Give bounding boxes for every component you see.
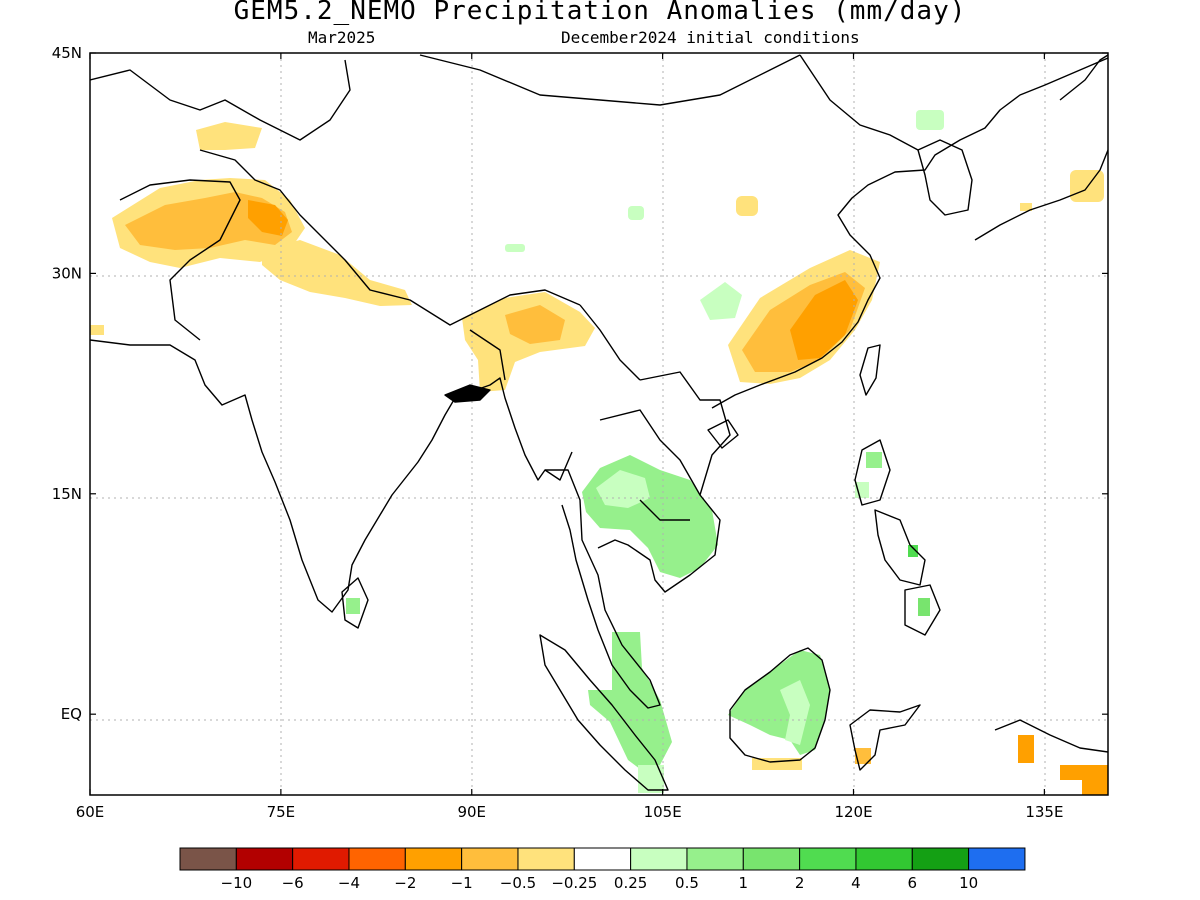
- lon-tick-label: 75E: [267, 803, 296, 821]
- lon-tick-label: 135E: [1025, 803, 1063, 821]
- legend-label: −6: [282, 874, 304, 892]
- anomaly-sri-lanka: [346, 598, 360, 614]
- anomaly-korea-spot: [916, 110, 944, 130]
- legend-label: 6: [908, 874, 918, 892]
- legend-swatch: [799, 847, 857, 871]
- lat-tick-label: 45N: [52, 44, 82, 62]
- lat-tick-label: 30N: [52, 264, 82, 282]
- map-grid: [90, 53, 1108, 795]
- legend-label: 0.25: [614, 874, 647, 892]
- legend-swatch: [461, 847, 519, 871]
- forecast-month: Mar2025: [308, 28, 376, 47]
- legend-swatch: [179, 847, 237, 871]
- anomaly-himalaya-belt: [262, 240, 412, 306]
- anomaly-tibet-spot-2: [505, 244, 525, 252]
- legend-label: −4: [338, 874, 360, 892]
- legend-label: 0.5: [675, 874, 699, 892]
- lat-tick-label: 15N: [52, 485, 82, 503]
- legend-label: −0.25: [551, 874, 597, 892]
- lat-tick-label: EQ: [61, 705, 82, 723]
- anomaly-sumatra: [588, 632, 672, 775]
- legend-label: 4: [851, 874, 861, 892]
- color-legend: −10 −6 −4 −2 −1 −0.5 −0.25 0.25 0.5 1 2 4 6 10: [179, 847, 1026, 892]
- map-title: GEM5.2_NEMO Precipitation Anomalies (mm/…: [233, 0, 967, 26]
- anomaly-assam-core: [505, 305, 565, 344]
- anomaly-kashmir-core: [248, 200, 288, 236]
- legend-label: −1: [451, 874, 473, 892]
- lon-tick-label: 105E: [644, 803, 682, 821]
- anomaly-visayas: [908, 545, 918, 557]
- lon-tick-label: 120E: [834, 803, 872, 821]
- anomaly-layer: [90, 110, 1108, 795]
- legend-swatch: [742, 847, 801, 871]
- anomaly-tajik-band: [196, 122, 262, 150]
- legend-swatch: [573, 847, 632, 871]
- legend-swatch: [630, 847, 688, 871]
- coastlines: [90, 54, 1108, 791]
- legend-swatch: [968, 847, 1026, 871]
- legend-label: −0.5: [500, 874, 536, 892]
- legend-swatch: [235, 847, 294, 871]
- anomaly-luzon: [866, 452, 882, 468]
- legend-label: 10: [959, 874, 978, 892]
- anomaly-tibet-spot: [628, 206, 644, 220]
- anomaly-borneo-light: [780, 680, 810, 745]
- anomaly-borneo: [728, 650, 830, 755]
- anomaly-mindanao: [918, 598, 930, 616]
- legend-swatch: [404, 847, 463, 871]
- anomaly-spot-korea: [1020, 203, 1032, 211]
- anomaly-new-guinea: [1060, 765, 1108, 795]
- initial-conditions: December2024 initial conditions: [561, 28, 860, 47]
- legend-swatch: [911, 847, 970, 871]
- anomaly-spot-sulawesi: [855, 748, 871, 764]
- lon-axis: 60E 75E 90E 105E 120E 135E: [76, 53, 1063, 821]
- lat-axis: 45N 30N 15N EQ: [52, 44, 1108, 723]
- legend-label: −2: [394, 874, 416, 892]
- anomaly-new-guinea-west: [1018, 735, 1034, 763]
- legend-swatch: [855, 847, 913, 871]
- legend-label: 2: [795, 874, 805, 892]
- map-frame: [89, 52, 1109, 796]
- legend-label: 1: [739, 874, 749, 892]
- legend-swatch: [348, 847, 406, 871]
- lon-tick-label: 60E: [76, 803, 105, 821]
- legend-swatch: [517, 847, 575, 871]
- anomaly-south-china-spot: [700, 282, 742, 320]
- anomaly-spot-japan: [1070, 170, 1104, 202]
- legend-swatch: [292, 847, 350, 871]
- legend-label: −10: [221, 874, 253, 892]
- anomaly-spot-north-china: [736, 196, 758, 216]
- lon-tick-label: 90E: [457, 803, 486, 821]
- anomaly-spot-india-west: [90, 325, 104, 335]
- legend-swatch: [686, 847, 744, 871]
- anomaly-southeast-china-core: [790, 280, 858, 360]
- anomaly-sumatra-light: [638, 765, 664, 793]
